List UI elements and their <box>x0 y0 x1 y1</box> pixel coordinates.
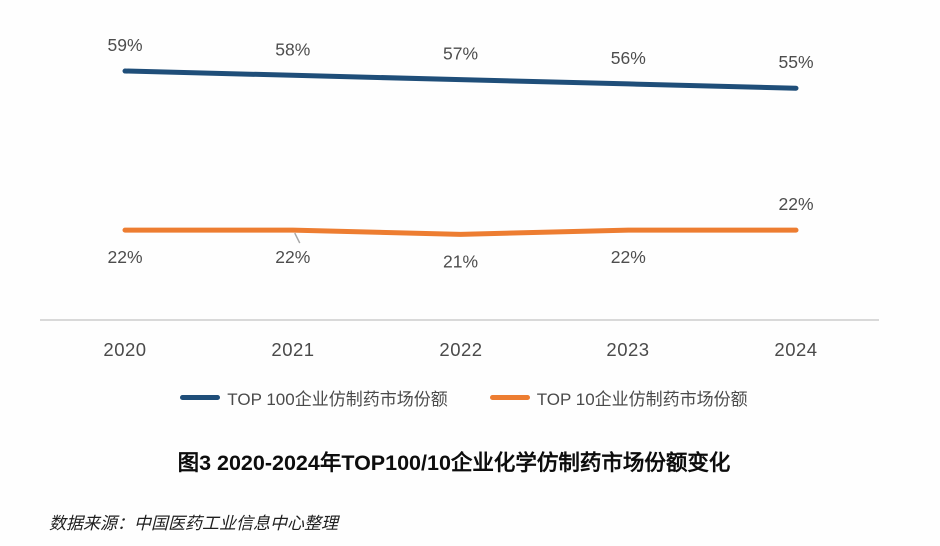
series-line-top10 <box>122 227 799 237</box>
x-axis: 2020 2021 2022 2023 2024 <box>0 339 940 363</box>
line-chart: 59% 58% 57% 56% 55% 22% 22% 21% 22% 22% <box>40 35 879 321</box>
data-label: 56% <box>611 48 646 68</box>
data-label: 57% <box>443 44 478 64</box>
x-tick-2022: 2022 <box>439 339 483 360</box>
series-line-top100 <box>122 68 799 91</box>
data-label: 21% <box>443 251 478 271</box>
data-label: 22% <box>275 247 310 267</box>
x-tick-2021: 2021 <box>271 339 315 360</box>
data-label: 55% <box>778 52 813 72</box>
data-label: 22% <box>107 247 142 267</box>
data-label: 59% <box>107 35 142 55</box>
legend-swatch-top100-icon <box>180 395 221 400</box>
label-leader-line <box>294 232 301 244</box>
legend-item-top10: TOP 10企业仿制药市场份额 <box>489 385 748 410</box>
legend-label-top10: TOP 10企业仿制药市场份额 <box>536 390 748 409</box>
legend-swatch-top10-icon <box>489 395 530 400</box>
data-label: 22% <box>778 194 813 214</box>
chart-title: 图3 2020-2024年TOP100/10企业化学仿制药市场份额变化 <box>177 451 731 475</box>
data-label: 58% <box>275 39 310 59</box>
source-note: 数据来源：中国医药工业信息中心整理 <box>49 514 338 533</box>
data-label: 22% <box>611 247 646 267</box>
x-tick-2020: 2020 <box>103 339 147 360</box>
legend-label-top100: TOP 100企业仿制药市场份额 <box>227 390 448 409</box>
legend-item-top100: TOP 100企业仿制药市场份额 <box>180 385 448 410</box>
x-tick-2023: 2023 <box>606 339 650 360</box>
legend: TOP 100企业仿制药市场份额 TOP 10企业仿制药市场份额 <box>0 385 928 410</box>
x-tick-2024: 2024 <box>774 339 818 360</box>
